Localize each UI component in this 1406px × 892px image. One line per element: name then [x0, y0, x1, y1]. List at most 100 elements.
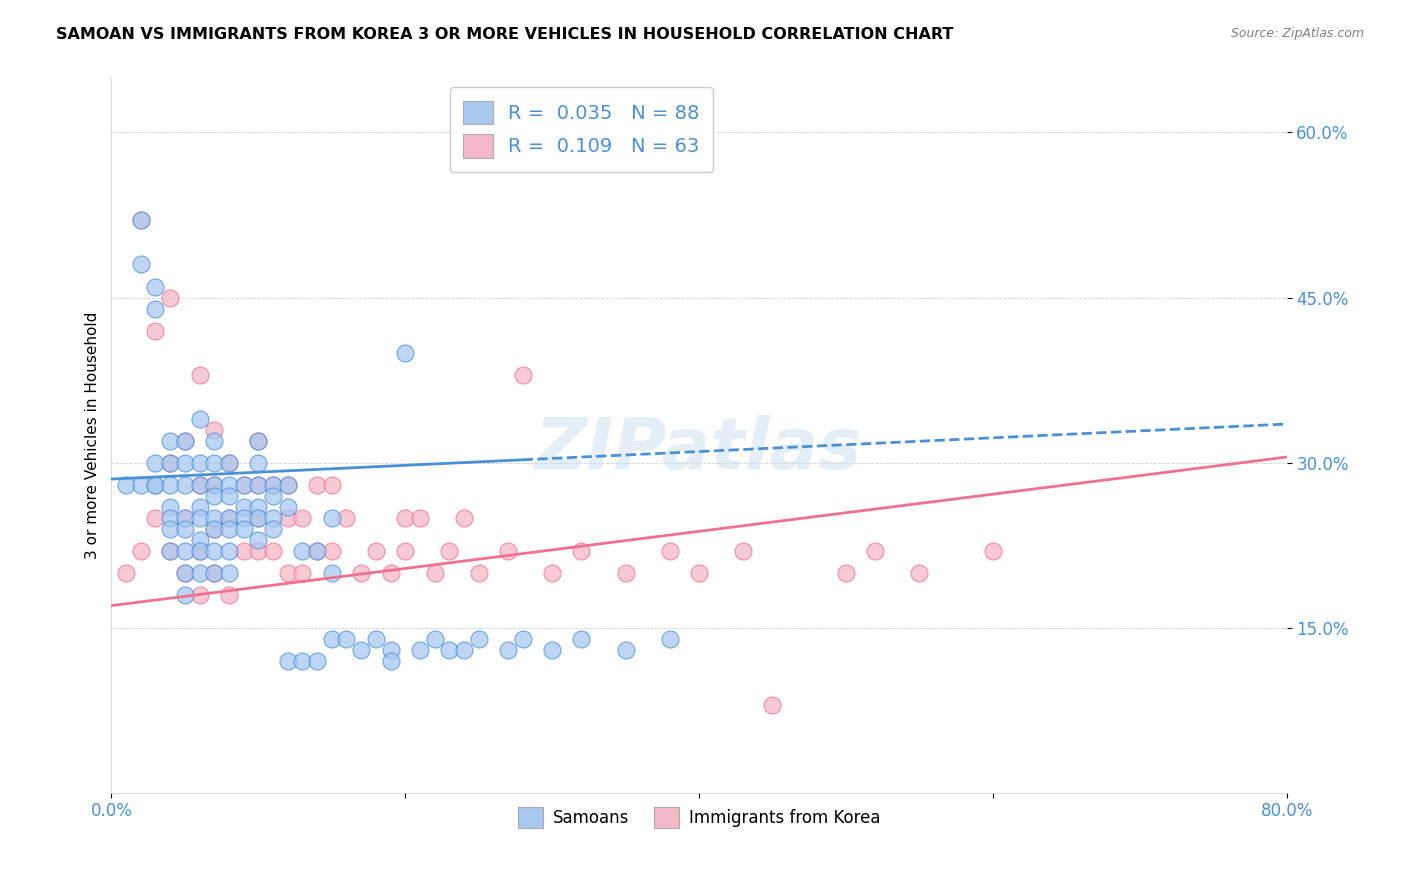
Point — [218, 566, 240, 580]
Point — [247, 434, 270, 448]
Point — [291, 566, 314, 580]
Point — [364, 632, 387, 646]
Point — [145, 477, 167, 491]
Point — [159, 500, 181, 514]
Point — [571, 632, 593, 646]
Point — [307, 543, 329, 558]
Point — [173, 566, 195, 580]
Point — [409, 642, 432, 657]
Point — [262, 522, 284, 536]
Point — [496, 642, 519, 657]
Point — [173, 477, 195, 491]
Point — [159, 543, 181, 558]
Point — [321, 510, 343, 524]
Point — [835, 566, 858, 580]
Point — [218, 543, 240, 558]
Point — [380, 654, 402, 668]
Point — [512, 632, 534, 646]
Point — [145, 456, 167, 470]
Point — [350, 566, 373, 580]
Point — [277, 566, 299, 580]
Point — [159, 456, 181, 470]
Point — [262, 477, 284, 491]
Point — [658, 632, 681, 646]
Point — [541, 642, 564, 657]
Point — [173, 510, 195, 524]
Point — [188, 533, 211, 547]
Point — [394, 345, 416, 359]
Point — [277, 477, 299, 491]
Text: SAMOAN VS IMMIGRANTS FROM KOREA 3 OR MORE VEHICLES IN HOUSEHOLD CORRELATION CHAR: SAMOAN VS IMMIGRANTS FROM KOREA 3 OR MOR… — [56, 27, 953, 42]
Point — [129, 258, 152, 272]
Point — [380, 566, 402, 580]
Point — [247, 477, 270, 491]
Point — [145, 279, 167, 293]
Point — [541, 566, 564, 580]
Point — [614, 642, 637, 657]
Point — [291, 510, 314, 524]
Point — [218, 522, 240, 536]
Point — [364, 543, 387, 558]
Point — [247, 533, 270, 547]
Point — [247, 510, 270, 524]
Point — [688, 566, 710, 580]
Point — [439, 543, 461, 558]
Point — [159, 522, 181, 536]
Point — [321, 632, 343, 646]
Point — [908, 566, 931, 580]
Point — [173, 588, 195, 602]
Point — [291, 654, 314, 668]
Point — [277, 500, 299, 514]
Point — [423, 632, 446, 646]
Point — [467, 632, 489, 646]
Point — [321, 566, 343, 580]
Point — [129, 543, 152, 558]
Point — [247, 510, 270, 524]
Point — [291, 543, 314, 558]
Point — [159, 291, 181, 305]
Point — [277, 654, 299, 668]
Point — [218, 489, 240, 503]
Point — [218, 456, 240, 470]
Point — [232, 500, 254, 514]
Point — [350, 642, 373, 657]
Point — [159, 510, 181, 524]
Point — [247, 434, 270, 448]
Point — [409, 510, 432, 524]
Point — [188, 566, 211, 580]
Point — [202, 434, 225, 448]
Point — [247, 543, 270, 558]
Point — [202, 522, 225, 536]
Point — [188, 510, 211, 524]
Point — [129, 477, 152, 491]
Point — [129, 213, 152, 227]
Point — [467, 566, 489, 580]
Point — [247, 456, 270, 470]
Point — [733, 543, 755, 558]
Point — [307, 654, 329, 668]
Point — [202, 522, 225, 536]
Point — [247, 477, 270, 491]
Legend: Samoans, Immigrants from Korea: Samoans, Immigrants from Korea — [510, 801, 887, 834]
Point — [173, 434, 195, 448]
Point — [307, 543, 329, 558]
Point — [453, 510, 475, 524]
Point — [321, 477, 343, 491]
Point — [262, 543, 284, 558]
Point — [145, 477, 167, 491]
Point — [129, 213, 152, 227]
Point — [512, 368, 534, 382]
Point — [453, 642, 475, 657]
Point — [247, 500, 270, 514]
Point — [202, 477, 225, 491]
Point — [761, 698, 783, 712]
Point — [188, 456, 211, 470]
Point — [232, 522, 254, 536]
Point — [614, 566, 637, 580]
Point — [202, 566, 225, 580]
Point — [658, 543, 681, 558]
Point — [115, 566, 138, 580]
Point — [394, 543, 416, 558]
Point — [277, 510, 299, 524]
Point — [218, 510, 240, 524]
